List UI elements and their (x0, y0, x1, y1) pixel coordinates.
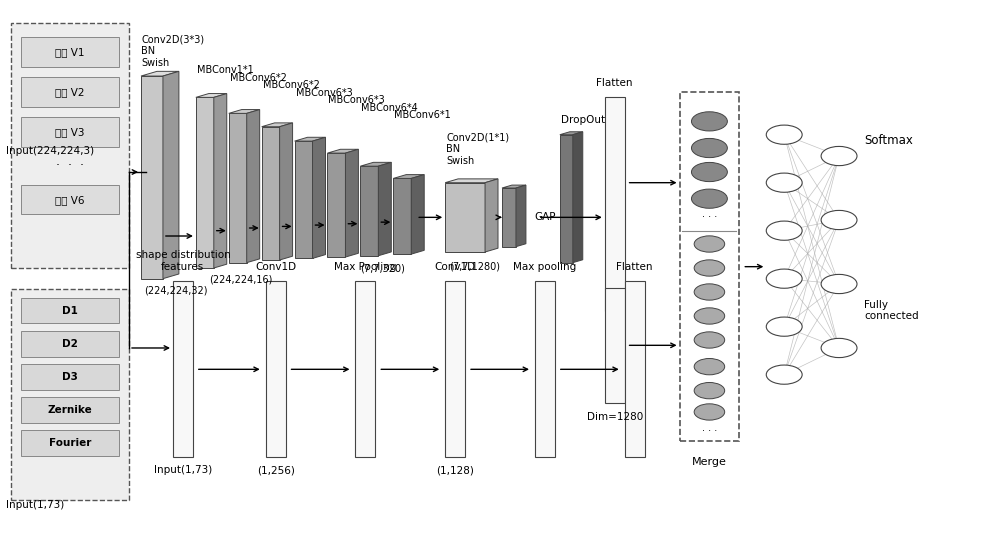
Text: Dim=1280: Dim=1280 (587, 412, 643, 422)
Polygon shape (163, 71, 179, 279)
Text: (1,256): (1,256) (257, 465, 295, 475)
Text: Conv2D(1*1)
BN
Swish: Conv2D(1*1) BN Swish (446, 132, 509, 166)
Circle shape (694, 383, 725, 399)
Bar (141, 76, 163, 279)
Polygon shape (360, 162, 391, 166)
Circle shape (766, 365, 802, 384)
Bar (266, 281, 286, 457)
Circle shape (766, 125, 802, 144)
Text: Flatten: Flatten (616, 262, 653, 272)
Text: D2: D2 (62, 339, 78, 349)
Bar (21, 364, 119, 390)
Text: Input(224,224,3): Input(224,224,3) (6, 146, 94, 155)
Circle shape (694, 260, 725, 276)
Bar (625, 281, 645, 457)
Circle shape (691, 112, 727, 131)
Polygon shape (378, 162, 391, 256)
Circle shape (766, 317, 802, 336)
Circle shape (694, 308, 725, 324)
Text: Zernike: Zernike (48, 405, 93, 415)
Polygon shape (485, 179, 498, 252)
Polygon shape (295, 137, 325, 141)
Polygon shape (247, 109, 260, 263)
Text: MBConv1*1: MBConv1*1 (197, 65, 254, 75)
Polygon shape (560, 132, 583, 135)
Text: Max Pooling: Max Pooling (334, 262, 397, 272)
Circle shape (766, 269, 802, 288)
Bar (355, 281, 375, 457)
Text: 视图 V2: 视图 V2 (55, 87, 85, 97)
Text: 视图 V3: 视图 V3 (55, 127, 85, 137)
Text: Max pooling: Max pooling (513, 262, 576, 272)
Polygon shape (280, 123, 293, 260)
Text: MBConv6*1: MBConv6*1 (394, 110, 451, 120)
Circle shape (691, 189, 727, 209)
Text: Fourier: Fourier (49, 438, 91, 448)
Bar (560, 135, 573, 263)
Text: Conv1D: Conv1D (255, 262, 296, 272)
Bar (605, 288, 625, 403)
Bar (21, 298, 119, 323)
Text: (7,7,1280): (7,7,1280) (449, 262, 500, 272)
Bar (445, 183, 485, 252)
Text: 视图 V1: 视图 V1 (55, 47, 85, 57)
Text: (7,7,320): (7,7,320) (360, 264, 405, 274)
Text: MBConv6*3: MBConv6*3 (328, 95, 385, 106)
Bar (229, 114, 247, 263)
Polygon shape (393, 175, 424, 178)
Bar (445, 281, 465, 457)
Polygon shape (411, 175, 424, 254)
Text: · · ·: · · · (702, 212, 717, 222)
Bar (393, 178, 411, 254)
Circle shape (821, 211, 857, 229)
Text: Input(1,73): Input(1,73) (154, 465, 212, 475)
Bar (295, 141, 313, 258)
Circle shape (691, 162, 727, 182)
Bar (21, 77, 119, 107)
Polygon shape (516, 185, 526, 247)
Text: ·  ·  ·: · · · (56, 159, 84, 172)
Bar (535, 281, 555, 457)
Text: MBConv6*2: MBConv6*2 (230, 73, 287, 83)
Text: 视图 V6: 视图 V6 (55, 195, 85, 205)
Circle shape (821, 146, 857, 166)
FancyBboxPatch shape (11, 23, 129, 268)
Polygon shape (229, 109, 260, 114)
Polygon shape (313, 137, 325, 258)
Polygon shape (327, 150, 358, 153)
Bar (327, 153, 345, 257)
Text: Fully
connected: Fully connected (864, 300, 919, 322)
Text: (224,224,32): (224,224,32) (144, 285, 207, 295)
Circle shape (694, 359, 725, 375)
Text: D1: D1 (62, 306, 78, 316)
Text: Conv1D: Conv1D (435, 262, 476, 272)
Polygon shape (214, 94, 227, 268)
Circle shape (691, 138, 727, 158)
Bar (21, 331, 119, 356)
Text: D3: D3 (62, 372, 78, 382)
Polygon shape (141, 71, 179, 76)
FancyBboxPatch shape (680, 92, 739, 441)
Bar (21, 397, 119, 422)
Circle shape (694, 236, 725, 252)
Text: · · ·: · · · (702, 426, 717, 436)
Bar (196, 98, 214, 268)
Text: DropOut: DropOut (561, 115, 605, 125)
Text: Softmax: Softmax (864, 133, 913, 146)
Circle shape (766, 173, 802, 192)
Circle shape (694, 332, 725, 348)
FancyBboxPatch shape (11, 289, 129, 500)
Circle shape (694, 284, 725, 300)
Bar (605, 98, 625, 311)
Text: MBConv6*3: MBConv6*3 (296, 88, 352, 99)
Circle shape (766, 221, 802, 240)
Text: (224,224,16): (224,224,16) (209, 274, 272, 285)
Text: MBConv6*4: MBConv6*4 (361, 103, 418, 113)
Bar (21, 185, 119, 214)
Bar (21, 38, 119, 66)
Polygon shape (445, 179, 498, 183)
Polygon shape (196, 94, 227, 98)
Text: Flatten: Flatten (596, 78, 633, 88)
Text: shape distribution
features: shape distribution features (136, 250, 230, 272)
Text: Conv2D(3*3)
BN
Swish: Conv2D(3*3) BN Swish (141, 35, 204, 68)
